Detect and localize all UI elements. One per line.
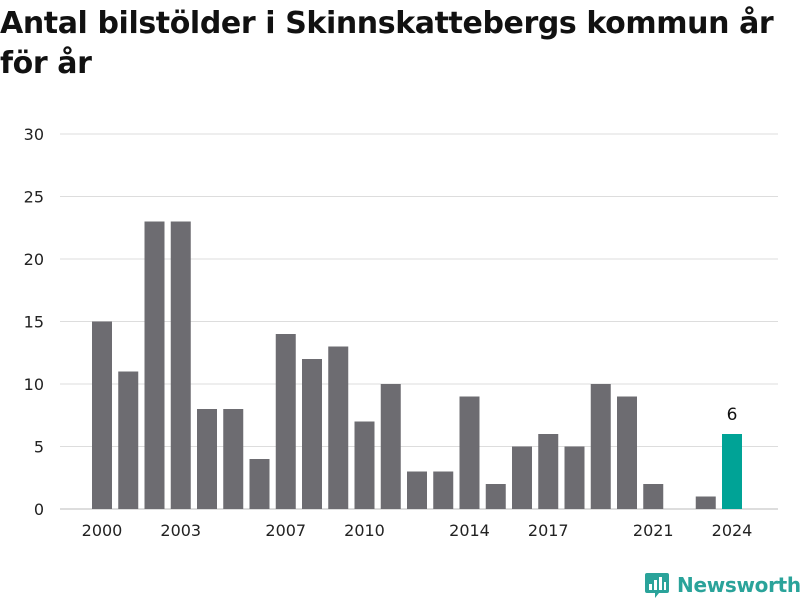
x-tick-label: 2003 (160, 521, 201, 540)
x-tick-label: 2024 (712, 521, 753, 540)
bar-2013 (433, 471, 454, 509)
bar-2000 (92, 321, 112, 509)
newsworthy-brand: Newsworthy (644, 570, 800, 600)
bar-2007 (275, 334, 296, 509)
axis-ticks: 0 5 10 15 20 25 30 2000 2003 2007 2010 2014 2017 2021… (24, 125, 753, 540)
chart-title: Antal bilstölder i Skinnskattebergs komm… (0, 6, 774, 81)
bar-2002 (144, 221, 165, 509)
bar-2001 (118, 371, 139, 509)
x-tick-label: 2010 (344, 521, 385, 540)
bar-2010 (354, 421, 375, 509)
x-tick-label: 2000 (82, 521, 123, 540)
bar-2004 (197, 409, 217, 509)
x-tick-label: 2017 (528, 521, 569, 540)
bar-2021 (643, 484, 664, 509)
x-tick-label: 2007 (265, 521, 306, 540)
data-label-2024: 6 (727, 405, 738, 425)
bar-2005 (223, 409, 244, 509)
bar-2018 (564, 446, 585, 509)
x-tick-label: 2014 (449, 521, 490, 540)
brand-name: Newsworthy (677, 573, 800, 597)
bar-2016 (512, 446, 532, 509)
bar-2006 (249, 459, 270, 509)
bar-2020 (617, 396, 637, 509)
y-tick-label: 30 (24, 125, 44, 144)
bar-2019 (590, 384, 611, 509)
bar-chart-logo-icon (645, 573, 669, 598)
bar-2009 (328, 346, 349, 509)
bars (92, 221, 742, 509)
bar-2015 (485, 484, 506, 509)
bar-2024 (722, 434, 742, 509)
bar-2008 (302, 359, 322, 509)
bar-2014 (459, 396, 480, 509)
x-tick-label: 2021 (633, 521, 674, 540)
bar-2017 (538, 434, 559, 509)
y-tick-label: 25 (24, 188, 44, 207)
y-tick-label: 0 (34, 500, 44, 519)
y-tick-label: 5 (34, 438, 44, 457)
y-tick-label: 20 (24, 250, 44, 269)
bar-2023 (695, 496, 716, 509)
bar-2003 (170, 221, 191, 509)
data-labels: 6 (727, 405, 738, 425)
y-tick-label: 10 (24, 375, 44, 394)
y-tick-label: 15 (24, 313, 44, 332)
gridlines (60, 133, 778, 510)
bar-2012 (407, 471, 427, 509)
bar-2011 (380, 384, 401, 509)
